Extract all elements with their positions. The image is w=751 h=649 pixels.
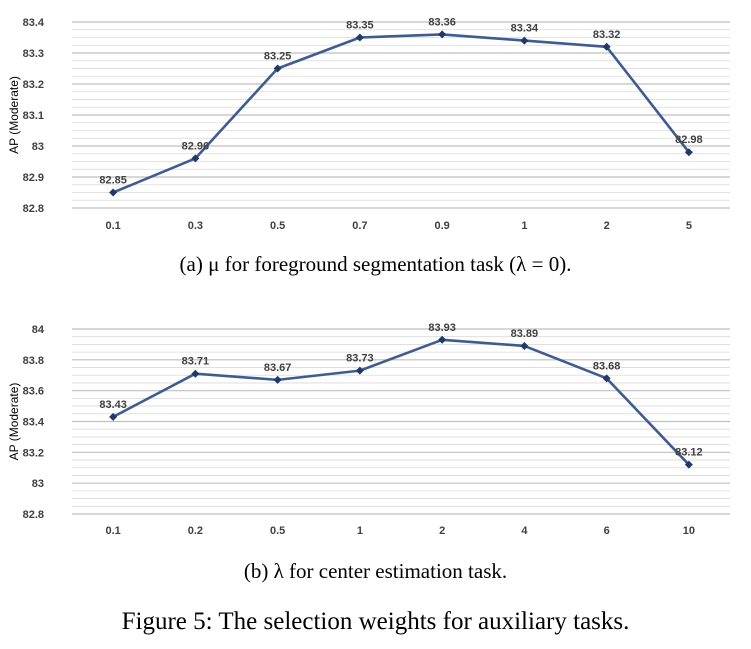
y-tick-label: 83 — [32, 141, 44, 153]
y-tick-label: 83.3 — [23, 48, 44, 60]
figure-caption: Figure 5: The selection weights for auxi… — [121, 608, 630, 635]
data-point — [191, 154, 200, 163]
data-label: 83.93 — [428, 322, 456, 334]
y-tick-label: 83.4 — [23, 17, 45, 29]
x-tick-label: 0.1 — [105, 220, 120, 232]
y-tick-label: 82.8 — [23, 509, 44, 521]
data-point — [191, 369, 200, 378]
data-point — [684, 460, 693, 469]
data-point — [109, 188, 118, 197]
series-line — [112, 33, 690, 194]
data-label: 83.35 — [346, 20, 374, 32]
data-label: 83.71 — [182, 356, 210, 368]
caption-a: (a) μ for foreground segmentation task (… — [179, 252, 572, 276]
x-tick-label: 1 — [357, 525, 363, 537]
x-tick-label: 0.2 — [188, 525, 203, 537]
y-axis-label: AP (Moderate) — [7, 76, 21, 154]
gridlines — [72, 21, 730, 209]
chart-mu-svg: 82.8 82.9 83 83.1 83.2 83.3 83.4 0.1 0.3 0.5 0.7 0.… — [7, 16, 730, 232]
y-tick-label: 83 — [32, 478, 44, 490]
data-label: 83.12 — [675, 447, 703, 459]
caption-b: (b) λ for center estimation task. — [243, 559, 508, 583]
x-tick-label: 6 — [604, 525, 610, 537]
y-tick-label: 83.1 — [23, 110, 44, 122]
y-tick-label: 83.4 — [23, 417, 45, 429]
y-axis-label: AP (Moderate) — [7, 383, 21, 461]
data-label: 83.32 — [593, 29, 621, 41]
data-point — [684, 148, 693, 157]
x-tick-label: 1 — [521, 220, 527, 232]
data-label: 82.98 — [675, 134, 703, 146]
x-tick-label: 5 — [686, 220, 692, 232]
y-tick-label: 82.8 — [23, 203, 44, 215]
x-tick-label: 0.1 — [105, 525, 120, 537]
data-point — [355, 33, 364, 42]
data-point — [273, 64, 282, 73]
chart-lambda-svg: 82.8 83 83.2 83.4 83.6 83.8 84 0.1 0.2 0.5 1 2 4 6 10 A… — [7, 322, 730, 537]
x-tick-label: 4 — [521, 525, 528, 537]
data-label: 83.68 — [593, 360, 621, 372]
series-line — [112, 338, 690, 466]
data-point — [109, 412, 118, 421]
y-tick-label: 84 — [32, 324, 45, 336]
x-tick-label: 0.9 — [434, 220, 449, 232]
x-tick-label: 0.3 — [188, 220, 203, 232]
data-point — [273, 375, 282, 384]
data-label: 83.25 — [264, 51, 292, 63]
data-point — [520, 341, 529, 350]
data-label: 82.85 — [99, 175, 127, 187]
data-label: 83.36 — [428, 16, 456, 28]
data-label: 83.34 — [511, 23, 539, 35]
data-label: 83.67 — [264, 362, 292, 374]
x-tick-label: 2 — [439, 525, 445, 537]
x-tick-label: 0.7 — [352, 220, 367, 232]
gridlines — [72, 328, 730, 515]
data-point — [438, 335, 447, 344]
x-tick-label: 0.5 — [270, 220, 285, 232]
chart-lambda: 82.8 83 83.2 83.4 83.6 83.8 84 0.1 0.2 0.5 1 2 4 6 10 A… — [0, 318, 751, 548]
data-point — [438, 30, 447, 39]
data-point — [602, 42, 611, 51]
data-point — [602, 374, 611, 383]
x-tick-label: 2 — [604, 220, 610, 232]
data-label: 83.89 — [511, 328, 539, 340]
y-tick-label: 82.9 — [23, 172, 44, 184]
data-point — [520, 36, 529, 45]
y-tick-label: 83.2 — [23, 79, 44, 91]
data-point — [355, 366, 364, 375]
data-label: 83.73 — [346, 353, 374, 365]
y-tick-label: 83.8 — [23, 355, 44, 367]
data-label: 83.43 — [99, 399, 127, 411]
x-tick-label: 0.5 — [270, 525, 285, 537]
chart-mu: 82.8 82.9 83 83.1 83.2 83.3 83.4 0.1 0.3 0.5 0.7 0.… — [0, 0, 751, 245]
data-label: 82.96 — [182, 140, 210, 152]
y-tick-label: 83.6 — [23, 386, 44, 398]
y-tick-label: 83.2 — [23, 447, 44, 459]
x-tick-label: 10 — [683, 525, 695, 537]
